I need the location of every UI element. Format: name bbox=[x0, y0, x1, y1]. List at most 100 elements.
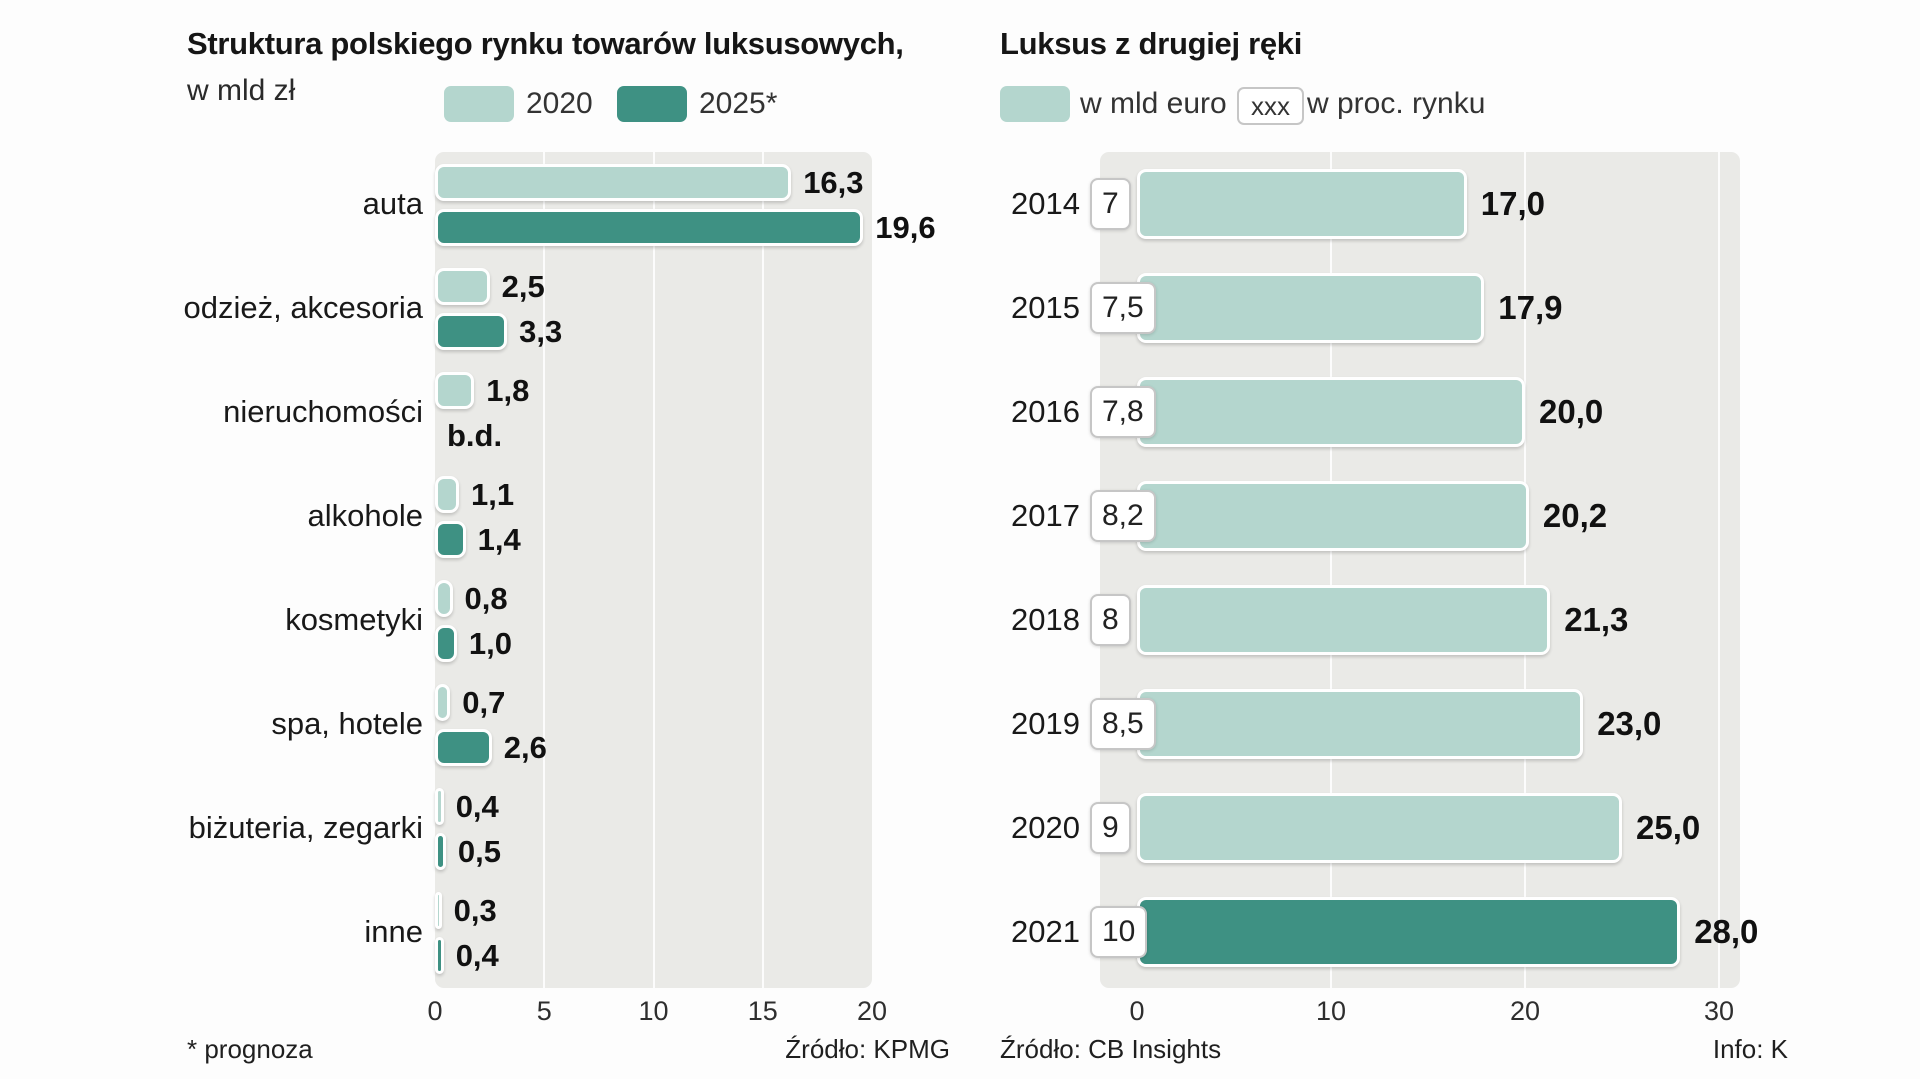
bar-2020-2 bbox=[435, 268, 490, 305]
mld-euro-value-box: 7,8 bbox=[1090, 386, 1156, 438]
legend-xxx-box: xxx bbox=[1237, 87, 1304, 125]
bar-value-label: 2,5 bbox=[501, 269, 545, 304]
x-axis-tick-label: 0 bbox=[427, 996, 443, 1026]
legend-label-mld-euro: w mld euro bbox=[1080, 87, 1227, 120]
mld-euro-value-box: 9 bbox=[1090, 802, 1131, 854]
bar-value-label: 0,5 bbox=[457, 834, 501, 869]
year-label: 2020 bbox=[1011, 810, 1080, 845]
bar-2020 bbox=[1137, 793, 1622, 863]
left-x-axis: 0 5 10 15 20 bbox=[427, 996, 887, 1028]
year-label: 2015 bbox=[1011, 290, 1080, 325]
bar-2020-7 bbox=[435, 788, 444, 825]
year-label: 2014 bbox=[1011, 186, 1080, 221]
percent-value-label: 20,0 bbox=[1539, 393, 1604, 430]
percent-value-label: 28,0 bbox=[1694, 913, 1759, 950]
left-chart-title: Struktura polskiego rynku towarów luksus… bbox=[187, 26, 904, 61]
left-gridlines bbox=[435, 152, 872, 988]
legend-label-2025: 2025* bbox=[699, 87, 778, 120]
bar-value-label: 19,6 bbox=[875, 210, 936, 245]
bar-2025*-4 bbox=[435, 521, 466, 558]
percent-value-label: 17,0 bbox=[1480, 185, 1546, 222]
gridline bbox=[1718, 152, 1720, 988]
year-label: 2016 bbox=[1011, 394, 1080, 429]
bar-value-label: 0,7 bbox=[462, 685, 506, 720]
bar-2020-8 bbox=[435, 892, 442, 929]
right-chart-info: Info: K bbox=[1712, 1034, 1788, 1064]
bar-2020-5 bbox=[435, 580, 453, 617]
left-chart-subtitle: w mld zł bbox=[187, 74, 296, 107]
bar-value-label: 16,3 bbox=[803, 165, 864, 200]
percent-value-label: 25,0 bbox=[1636, 809, 1701, 846]
x-axis-tick-label: 20 bbox=[856, 996, 888, 1026]
percent-value-label: 17,9 bbox=[1498, 289, 1563, 326]
bar-value-label: 0,4 bbox=[455, 789, 499, 824]
bar-value-label: 1,4 bbox=[477, 522, 521, 557]
x-axis-tick-label: 30 bbox=[1703, 996, 1735, 1026]
bar-value-label: 0,3 bbox=[453, 893, 497, 928]
percent-value-label: 20,2 bbox=[1542, 497, 1608, 534]
gridline bbox=[543, 152, 546, 988]
category-label: spa, hotele bbox=[271, 706, 423, 741]
legend-swatch-mld-euro bbox=[1000, 86, 1070, 122]
mld-euro-value-box: 8 bbox=[1090, 594, 1131, 646]
right-gridlines bbox=[1137, 152, 1720, 988]
gridline bbox=[652, 152, 655, 988]
category-label: biżuteria, zegarki bbox=[188, 810, 423, 845]
bar-value-label: 1,0 bbox=[468, 626, 512, 661]
bar-value-label: 1,1 bbox=[471, 477, 515, 512]
bar-2020-6 bbox=[435, 684, 451, 721]
left-chart-source: Źródło: KPMG bbox=[785, 1034, 950, 1064]
bar-2025*-1 bbox=[435, 209, 864, 246]
left-plot-area: auta 16,3 19,6 odzież, akcesoria 2,5 3,3 nieru… bbox=[183, 152, 936, 988]
mld-euro-value-box: 7 bbox=[1090, 178, 1131, 230]
category-label: odzież, akcesoria bbox=[183, 290, 423, 325]
right-plot-area: 2014 7 17,0 2015 7,5 17,9 2016 7,8 20,0 2017 8,2 20… bbox=[1011, 152, 1758, 984]
x-axis-tick-label: 20 bbox=[1509, 996, 1541, 1026]
bar-value-label: 0,4 bbox=[455, 938, 499, 973]
left-chart-footnote: * prognoza bbox=[187, 1034, 313, 1064]
x-axis-tick-label: 10 bbox=[1315, 996, 1347, 1026]
legend-swatch-2025 bbox=[617, 86, 687, 122]
bar-2015 bbox=[1137, 273, 1485, 343]
gridline bbox=[1524, 152, 1526, 988]
bar-2020-4 bbox=[435, 476, 459, 513]
bar-2025*-8 bbox=[435, 937, 444, 974]
bar-2021 bbox=[1137, 897, 1681, 967]
mld-euro-value-box: 7,5 bbox=[1090, 282, 1156, 334]
bar-value-label: 0,8 bbox=[464, 581, 508, 616]
category-label: alkohole bbox=[307, 498, 423, 533]
x-axis-tick-label: 15 bbox=[747, 996, 778, 1026]
year-label: 2018 bbox=[1011, 602, 1080, 637]
legend-label-2020: 2020 bbox=[526, 87, 593, 120]
bar-2020-1 bbox=[435, 164, 792, 201]
mld-euro-value-box: 8,5 bbox=[1090, 698, 1156, 750]
right-chart-title: Luksus z drugiej ręki bbox=[1000, 26, 1303, 61]
percent-value-label: 21,3 bbox=[1564, 601, 1629, 638]
bar-value-label: 1,8 bbox=[486, 373, 530, 408]
bar-2020-3 bbox=[435, 372, 475, 409]
legend-swatch-2020 bbox=[444, 86, 514, 122]
bar-2025*-7 bbox=[435, 833, 446, 870]
year-label: 2019 bbox=[1011, 706, 1080, 741]
bar-2019 bbox=[1137, 689, 1584, 759]
category-label: kosmetyki bbox=[285, 602, 423, 637]
right-chart-source: Źródło: CB Insights bbox=[1000, 1034, 1222, 1064]
mld-euro-value-box: 10 bbox=[1090, 906, 1148, 958]
category-label: inne bbox=[364, 914, 423, 949]
category-label: auta bbox=[362, 186, 423, 221]
gridline bbox=[1330, 152, 1332, 988]
bar-2018 bbox=[1137, 585, 1551, 655]
x-axis-tick-label: 5 bbox=[536, 996, 552, 1026]
year-label: 2021 bbox=[1011, 914, 1080, 949]
bar-value-label: 2,6 bbox=[503, 730, 547, 765]
year-label: 2017 bbox=[1011, 498, 1080, 533]
x-axis-tick-label: 0 bbox=[1129, 996, 1145, 1026]
legend-label-percent: w proc. rynku bbox=[1307, 87, 1486, 120]
category-label: nieruchomości bbox=[223, 394, 423, 429]
bar-2014 bbox=[1137, 169, 1467, 239]
bar-value-label: b.d. bbox=[447, 418, 503, 453]
bar-value-label: 3,3 bbox=[519, 314, 563, 349]
bar-2025*-2 bbox=[435, 313, 508, 350]
bar-2017 bbox=[1137, 481, 1529, 551]
